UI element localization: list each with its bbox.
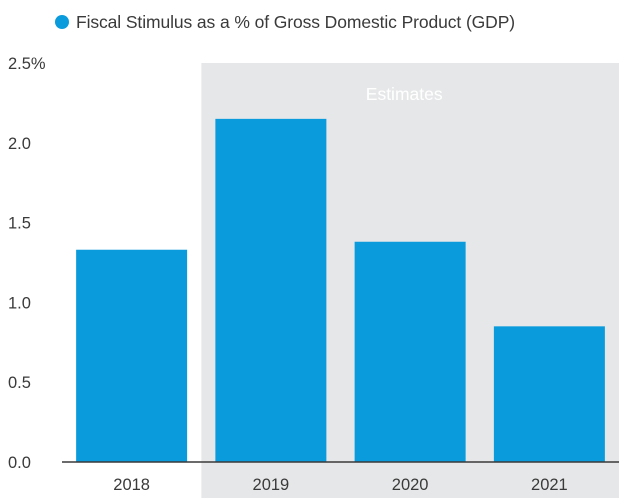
y-tick-label: 0.5 bbox=[8, 374, 31, 392]
bar-2018 bbox=[76, 249, 188, 462]
legend-label: Fiscal Stimulus as a % of Gross Domestic… bbox=[76, 11, 516, 32]
bar-2019 bbox=[215, 118, 327, 463]
bar-2021 bbox=[493, 326, 605, 462]
chart-legend: Fiscal Stimulus as a % of Gross Domestic… bbox=[55, 9, 515, 35]
bar-2020 bbox=[354, 241, 466, 462]
y-tick-label: 1.0 bbox=[8, 294, 31, 312]
y-tick-label: 0.0 bbox=[8, 454, 31, 472]
legend-swatch bbox=[55, 15, 69, 29]
estimates-label: Estimates bbox=[366, 84, 443, 104]
y-tick-label: 2.5% bbox=[8, 55, 46, 73]
x-tick-label: 2018 bbox=[113, 476, 150, 494]
x-tick-label: 2021 bbox=[531, 476, 568, 494]
x-tick-label: 2020 bbox=[392, 476, 429, 494]
x-tick-label: 2019 bbox=[253, 476, 290, 494]
y-tick-label: 1.5 bbox=[8, 215, 31, 233]
y-tick-label: 2.0 bbox=[8, 135, 31, 153]
